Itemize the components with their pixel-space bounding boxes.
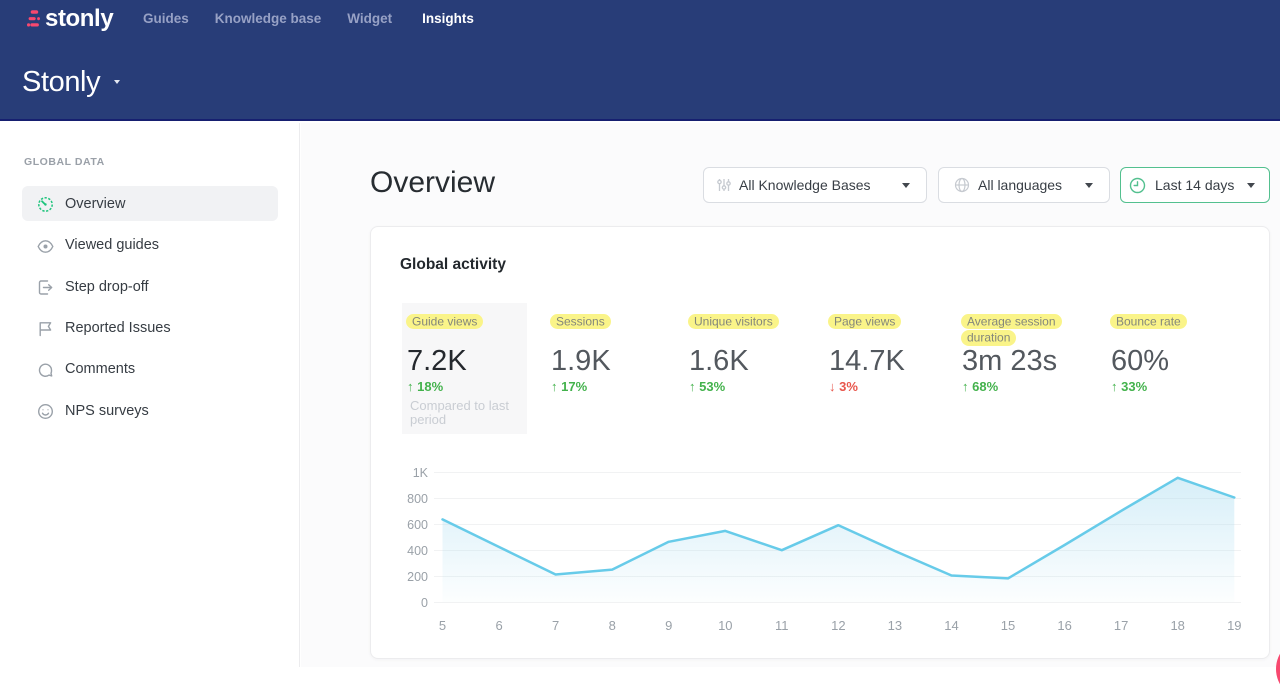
svg-text:600: 600: [407, 518, 428, 532]
svg-text:17: 17: [1114, 618, 1128, 633]
svg-text:6: 6: [495, 618, 502, 633]
svg-text:11: 11: [775, 618, 789, 633]
svg-text:0: 0: [421, 596, 428, 610]
svg-text:10: 10: [718, 618, 732, 633]
svg-text:12: 12: [831, 618, 845, 633]
svg-text:5: 5: [439, 618, 446, 633]
svg-text:18: 18: [1170, 618, 1184, 633]
svg-text:400: 400: [407, 544, 428, 558]
svg-text:14: 14: [944, 618, 958, 633]
svg-text:8: 8: [609, 618, 616, 633]
svg-text:800: 800: [407, 492, 428, 506]
svg-text:16: 16: [1057, 618, 1071, 633]
svg-text:9: 9: [665, 618, 672, 633]
svg-text:15: 15: [1001, 618, 1015, 633]
svg-text:13: 13: [888, 618, 902, 633]
svg-text:19: 19: [1227, 618, 1241, 633]
svg-text:7: 7: [552, 618, 559, 633]
svg-text:1K: 1K: [413, 466, 429, 480]
svg-text:200: 200: [407, 570, 428, 584]
